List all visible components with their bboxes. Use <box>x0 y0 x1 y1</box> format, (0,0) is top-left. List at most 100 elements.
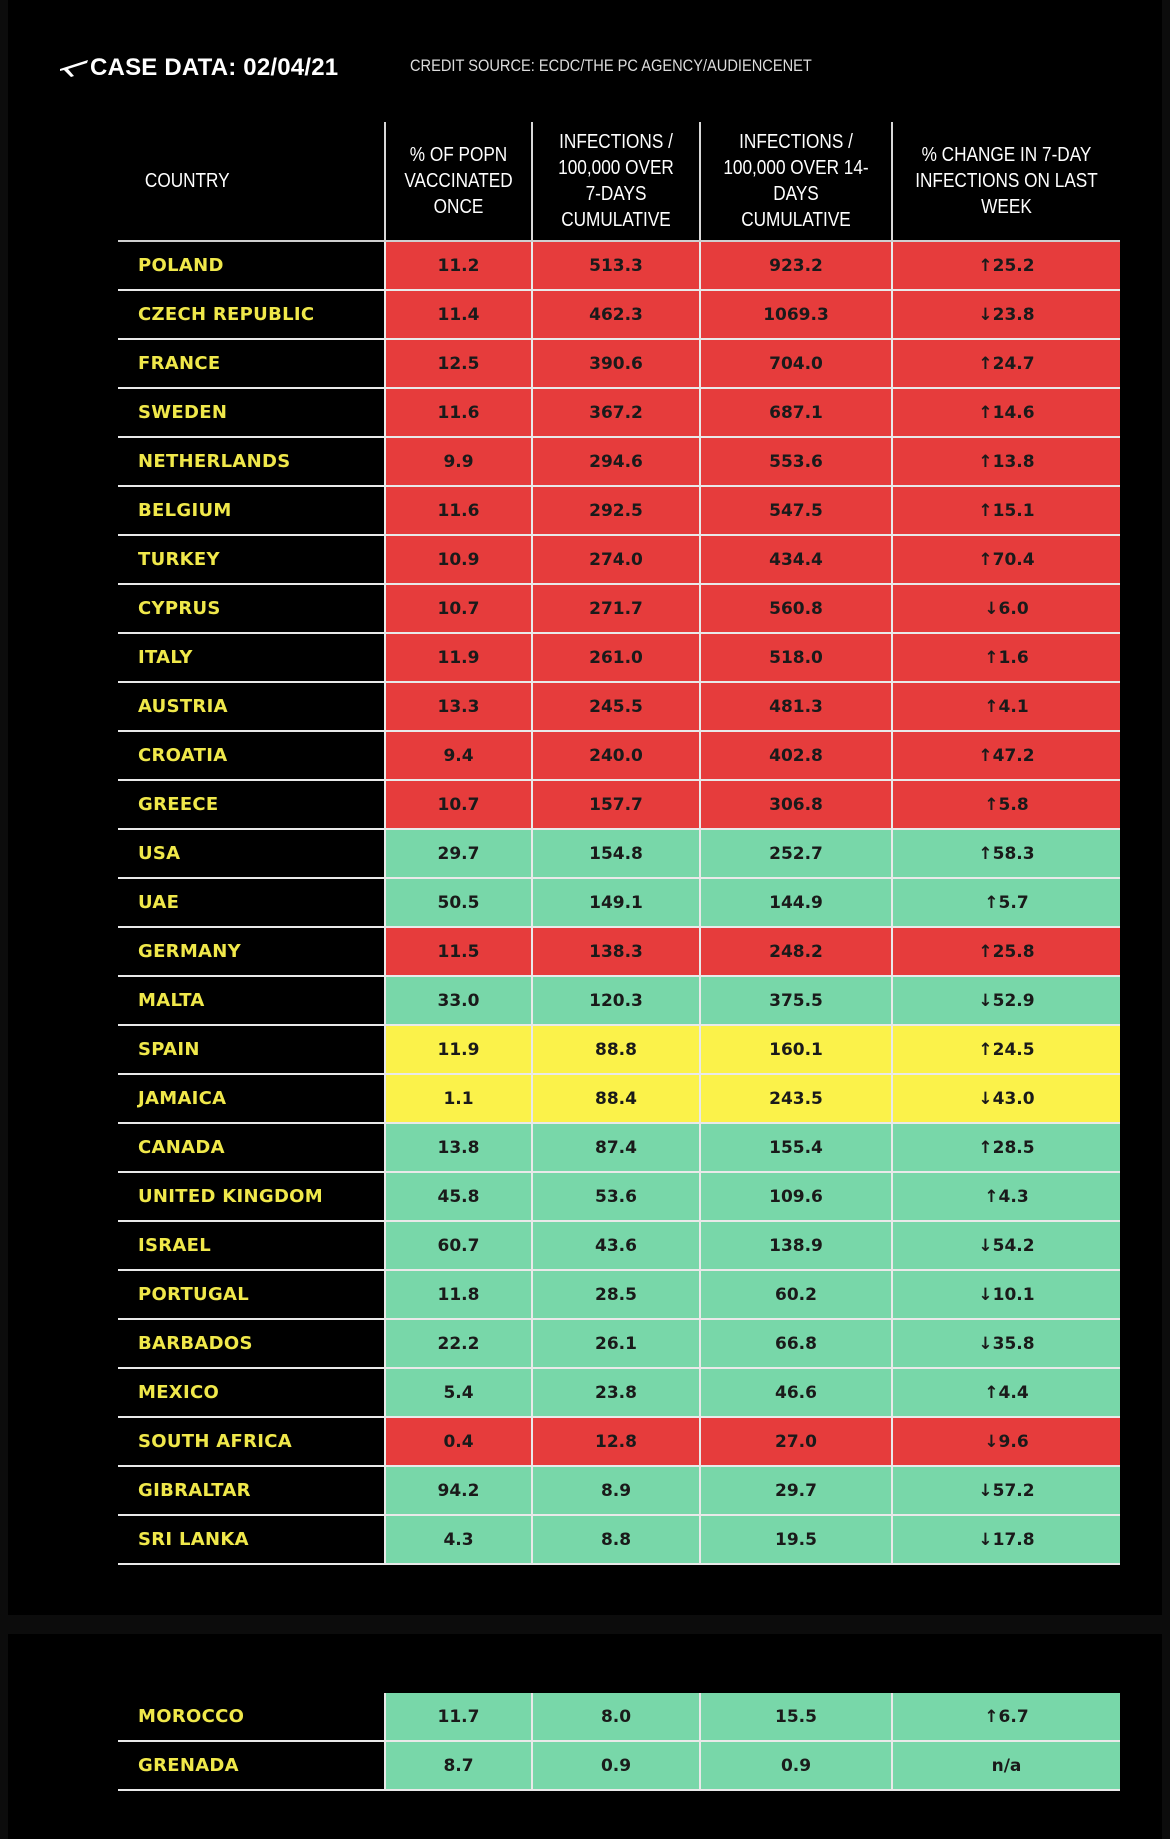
vaccinated-cell: 50.5 <box>384 878 532 928</box>
vaccinated-cell: 10.9 <box>384 535 532 585</box>
infections-14day-cell: 29.7 <box>699 1466 892 1516</box>
country-cell: MEXICO <box>118 1368 385 1418</box>
vaccinated-cell: 11.6 <box>384 388 532 438</box>
table-row: BARBADOS 22.2 26.1 66.8 ↓35.8 <box>118 1319 1120 1369</box>
table-row: JAMAICA 1.1 88.4 243.5 ↓43.0 <box>118 1074 1120 1124</box>
page-title: CASE DATA: 02/04/21 <box>90 54 339 81</box>
change-cell: ↓52.9 <box>891 976 1120 1026</box>
country-cell: GERMANY <box>118 927 385 977</box>
vaccinated-cell: 12.5 <box>384 339 532 389</box>
country-cell: UNITED KINGDOM <box>118 1172 385 1222</box>
infections-7day-cell: 274.0 <box>531 535 700 585</box>
vaccinated-cell: 0.4 <box>384 1417 532 1467</box>
table-row: GRENADA 8.7 0.9 0.9 n/a <box>118 1741 1120 1791</box>
infections-7day-cell: 245.5 <box>531 682 700 732</box>
country-cell: SWEDEN <box>118 388 385 438</box>
table-row: MALTA 33.0 120.3 375.5 ↓52.9 <box>118 976 1120 1026</box>
country-cell: GREECE <box>118 780 385 830</box>
vaccinated-cell: 8.7 <box>384 1741 532 1791</box>
table-row: CYPRUS 10.7 271.7 560.8 ↓6.0 <box>118 584 1120 634</box>
infections-14day-cell: 160.1 <box>699 1025 892 1075</box>
infections-7day-cell: 292.5 <box>531 486 700 536</box>
country-cell: CYPRUS <box>118 584 385 634</box>
vaccinated-cell: 11.6 <box>384 486 532 536</box>
country-cell: FRANCE <box>118 339 385 389</box>
change-cell: ↓17.8 <box>891 1515 1120 1565</box>
vaccinated-cell: 11.7 <box>384 1693 532 1742</box>
infections-14day-cell: 923.2 <box>699 241 892 291</box>
table-row: SWEDEN 11.6 367.2 687.1 ↑14.6 <box>118 388 1120 438</box>
vaccinated-cell: 11.5 <box>384 927 532 977</box>
change-cell: ↑4.4 <box>891 1368 1120 1418</box>
country-cell: MALTA <box>118 976 385 1026</box>
infections-14day-cell: 434.4 <box>699 535 892 585</box>
country-cell: BARBADOS <box>118 1319 385 1369</box>
vaccinated-cell: 60.7 <box>384 1221 532 1271</box>
infections-14day-cell: 553.6 <box>699 437 892 487</box>
change-cell: ↑25.2 <box>891 241 1120 291</box>
infections-14day-cell: 243.5 <box>699 1074 892 1124</box>
vaccinated-cell: 5.4 <box>384 1368 532 1418</box>
vaccinated-cell: 11.9 <box>384 633 532 683</box>
infections-14day-cell: 0.9 <box>699 1741 892 1791</box>
country-cell: AUSTRIA <box>118 682 385 732</box>
country-cell: MOROCCO <box>118 1693 385 1742</box>
column-header-vaccinated: % OF POPN VACCINATED ONCE <box>384 122 532 242</box>
infections-7day-cell: 138.3 <box>531 927 700 977</box>
vaccinated-cell: 94.2 <box>384 1466 532 1516</box>
vaccinated-cell: 10.7 <box>384 780 532 830</box>
table-row: SOUTH AFRICA 0.4 12.8 27.0 ↓9.6 <box>118 1417 1120 1467</box>
infections-14day-cell: 27.0 <box>699 1417 892 1467</box>
country-cell: SRI LANKA <box>118 1515 385 1565</box>
infections-14day-cell: 518.0 <box>699 633 892 683</box>
credit-source: CREDIT SOURCE: ECDC/THE PC AGENCY/AUDIEN… <box>410 56 812 75</box>
infections-7day-cell: 8.0 <box>531 1693 700 1742</box>
infections-14day-cell: 547.5 <box>699 486 892 536</box>
change-cell: ↓54.2 <box>891 1221 1120 1271</box>
change-cell: ↓35.8 <box>891 1319 1120 1369</box>
airplane-icon <box>58 56 90 80</box>
infections-14day-cell: 252.7 <box>699 829 892 879</box>
change-cell: ↓10.1 <box>891 1270 1120 1320</box>
change-cell: ↑6.7 <box>891 1693 1120 1742</box>
table-row: BELGIUM 11.6 292.5 547.5 ↑15.1 <box>118 486 1120 536</box>
country-cell: CZECH REPUBLIC <box>118 290 385 340</box>
change-cell: ↑47.2 <box>891 731 1120 781</box>
country-cell: CANADA <box>118 1123 385 1173</box>
change-cell: ↑4.3 <box>891 1172 1120 1222</box>
vaccinated-cell: 45.8 <box>384 1172 532 1222</box>
change-cell: ↑58.3 <box>891 829 1120 879</box>
infections-14day-cell: 481.3 <box>699 682 892 732</box>
country-cell: JAMAICA <box>118 1074 385 1124</box>
table-row: ISRAEL 60.7 43.6 138.9 ↓54.2 <box>118 1221 1120 1271</box>
infections-14day-cell: 138.9 <box>699 1221 892 1271</box>
table-row: NETHERLANDS 9.9 294.6 553.6 ↑13.8 <box>118 437 1120 487</box>
infections-7day-cell: 157.7 <box>531 780 700 830</box>
infections-7day-cell: 0.9 <box>531 1741 700 1791</box>
table-row: AUSTRIA 13.3 245.5 481.3 ↑4.1 <box>118 682 1120 732</box>
country-cell: GRENADA <box>118 1741 385 1791</box>
infections-7day-cell: 88.8 <box>531 1025 700 1075</box>
country-cell: UAE <box>118 878 385 928</box>
header: CASE DATA: 02/04/21 <box>58 50 338 86</box>
country-cell: SPAIN <box>118 1025 385 1075</box>
vaccinated-cell: 29.7 <box>384 829 532 879</box>
country-cell: POLAND <box>118 241 385 291</box>
vaccinated-cell: 13.3 <box>384 682 532 732</box>
change-cell: ↓6.0 <box>891 584 1120 634</box>
vaccinated-cell: 10.7 <box>384 584 532 634</box>
change-cell: ↓23.8 <box>891 290 1120 340</box>
change-cell: n/a <box>891 1741 1120 1791</box>
table-row: FRANCE 12.5 390.6 704.0 ↑24.7 <box>118 339 1120 389</box>
infections-7day-cell: 513.3 <box>531 241 700 291</box>
infections-14day-cell: 402.8 <box>699 731 892 781</box>
infections-7day-cell: 28.5 <box>531 1270 700 1320</box>
infections-14day-cell: 66.8 <box>699 1319 892 1369</box>
case-data-table: COUNTRY % OF POPN VACCINATED ONCE INFECT… <box>118 122 1120 1565</box>
infections-7day-cell: 294.6 <box>531 437 700 487</box>
change-cell: ↑1.6 <box>891 633 1120 683</box>
country-cell: GIBRALTAR <box>118 1466 385 1516</box>
table-row: CANADA 13.8 87.4 155.4 ↑28.5 <box>118 1123 1120 1173</box>
infections-7day-cell: 12.8 <box>531 1417 700 1467</box>
vaccinated-cell: 4.3 <box>384 1515 532 1565</box>
